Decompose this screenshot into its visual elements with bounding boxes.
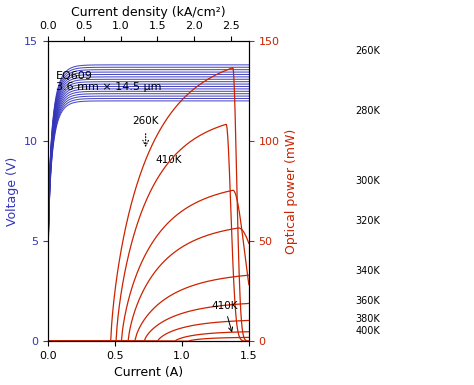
Y-axis label: Optical power (mW): Optical power (mW) — [285, 128, 298, 254]
Text: 380K: 380K — [356, 314, 380, 324]
Text: 340K: 340K — [356, 266, 380, 276]
Text: 410K: 410K — [155, 155, 182, 165]
Text: 400K: 400K — [356, 326, 380, 336]
Text: EQ609
3.6 mm × 14.5 μm: EQ609 3.6 mm × 14.5 μm — [56, 71, 161, 92]
Y-axis label: Voltage (V): Voltage (V) — [6, 156, 18, 226]
Text: 320K: 320K — [356, 216, 380, 226]
Text: 260K: 260K — [356, 46, 380, 56]
X-axis label: Current (A): Current (A) — [114, 367, 183, 380]
X-axis label: Current density (kA/cm²): Current density (kA/cm²) — [71, 5, 226, 18]
Text: 410K: 410K — [211, 301, 238, 331]
Text: 260K: 260K — [132, 116, 159, 126]
Text: 280K: 280K — [356, 106, 380, 116]
Text: 360K: 360K — [356, 296, 380, 306]
Text: 300K: 300K — [356, 176, 380, 186]
